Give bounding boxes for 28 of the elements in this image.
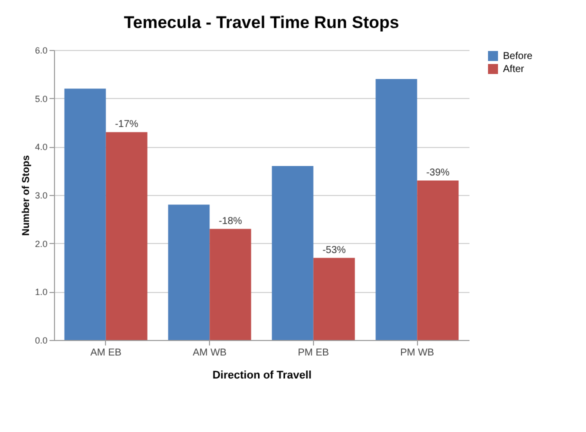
bar — [417, 180, 459, 340]
x-axis-title: Direction of Travell — [212, 370, 312, 382]
x-tick-label: PM WB — [400, 348, 434, 358]
x-tick-label: AM EB — [90, 348, 122, 358]
bar — [272, 166, 314, 340]
y-axis-title: Number of Stops — [20, 154, 32, 236]
y-tick-label: 5.0 — [34, 94, 48, 104]
legend-label: Before — [503, 51, 533, 62]
y-tick-label: 6.0 — [34, 46, 48, 56]
bar — [376, 79, 418, 340]
y-tick-label: 3.0 — [34, 190, 48, 200]
bar — [313, 258, 355, 340]
y-tick-label: 0.0 — [34, 336, 48, 346]
y-tick-label: 4.0 — [34, 142, 48, 152]
chart-title: Temecula - Travel Time Run Stops — [124, 13, 400, 32]
bar — [106, 132, 148, 340]
annotation: -39% — [426, 168, 450, 178]
bar — [168, 204, 210, 340]
annotation: -18% — [218, 216, 242, 227]
annotation: -53% — [322, 244, 346, 256]
y-tick-label: 2.0 — [34, 238, 48, 249]
bar — [64, 88, 106, 340]
y-tick-label: 1.0 — [34, 287, 48, 298]
annotation: -17% — [114, 119, 138, 130]
x-tick-label: PM EB — [298, 348, 330, 358]
bar — [210, 228, 252, 340]
x-tick-label: AM WB — [192, 348, 227, 358]
legend-label: After — [503, 64, 525, 75]
